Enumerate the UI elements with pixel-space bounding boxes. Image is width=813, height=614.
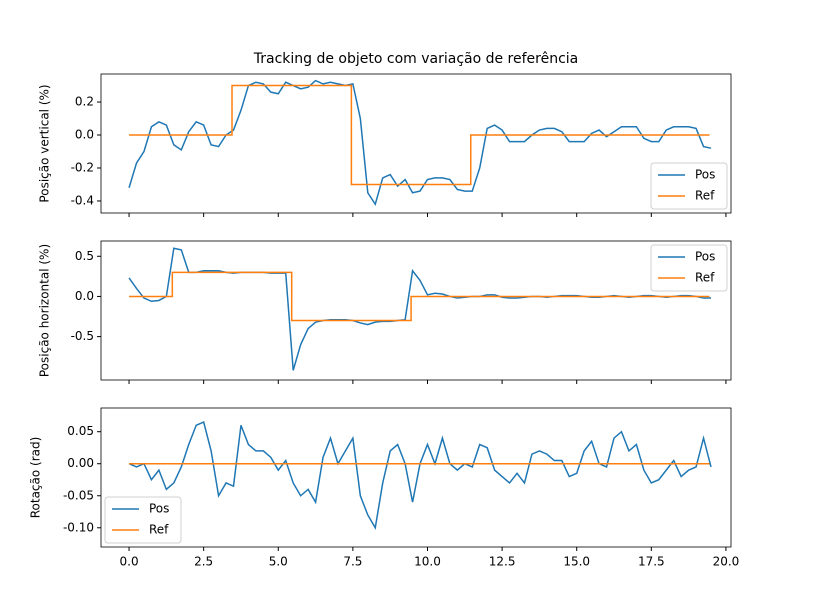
series-line — [129, 271, 710, 322]
y-tick-label: 0.2 — [75, 95, 94, 109]
y-axis-label: Rotação (rad) — [29, 437, 43, 519]
y-tick-label: -0.2 — [71, 160, 94, 174]
series-line — [128, 247, 711, 371]
y-tick-label: -0.5 — [71, 329, 94, 343]
y-tick-label: 0.0 — [75, 289, 94, 303]
legend-label: Pos — [695, 168, 715, 182]
y-axis-label: Posição horizontal (%) — [38, 244, 52, 377]
plot-frame — [100, 73, 732, 214]
y-tick-label: 0.0 — [75, 128, 94, 142]
legend-label: Pos — [149, 502, 169, 516]
legend-box — [650, 244, 728, 292]
legend-label: Ref — [695, 271, 715, 285]
y-tick-label: -0.4 — [71, 193, 94, 207]
legend-label: Pos — [695, 250, 715, 264]
x-tick-label: 12.5 — [489, 555, 516, 569]
y-tick-label: -0.10 — [63, 520, 94, 534]
x-tick-label: 0.0 — [120, 555, 139, 569]
y-axis-label: Posição vertical (%) — [38, 84, 52, 202]
plot-frame — [100, 407, 732, 548]
x-tick-label: 15.0 — [563, 555, 590, 569]
series-line — [129, 84, 710, 186]
y-tick-label: 0.00 — [67, 456, 94, 470]
legend-label: Ref — [695, 189, 715, 203]
legend-box — [104, 496, 182, 544]
x-tick-label: 17.5 — [638, 555, 665, 569]
legend-label: Ref — [149, 523, 169, 537]
legend-box — [650, 162, 728, 210]
x-tick-label: 2.5 — [194, 555, 213, 569]
y-tick-label: 0.05 — [67, 424, 94, 438]
y-tick-label: -0.05 — [63, 488, 94, 502]
series-line — [128, 421, 712, 530]
x-tick-label: 10.0 — [414, 555, 441, 569]
series-line — [128, 79, 712, 207]
chart-title: Tracking de objeto com variação de refer… — [253, 51, 579, 67]
y-tick-label: 0.5 — [75, 249, 94, 263]
x-tick-label: 5.0 — [269, 555, 288, 569]
plot-frame — [100, 240, 732, 381]
x-tick-label: 20.0 — [713, 555, 740, 569]
x-tick-label: 7.5 — [343, 555, 362, 569]
